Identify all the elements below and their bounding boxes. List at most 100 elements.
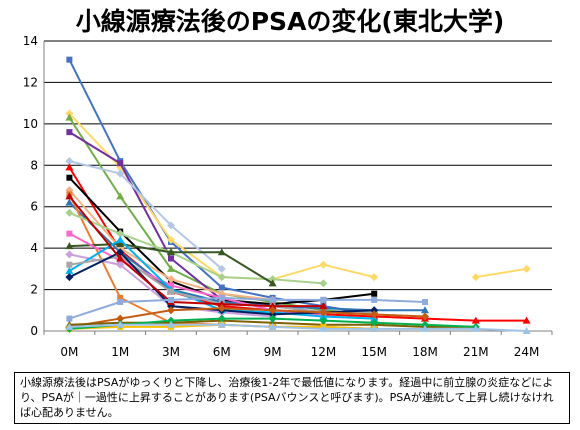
data-point (167, 248, 175, 256)
data-point (167, 275, 175, 284)
data-point (471, 316, 480, 324)
psa-line-chart: 0 2 4 6 8 10 12 14 0M 1M 3M 6M 9M 12M 15M 18M 21M 24M (23, 34, 553, 359)
data-point (371, 296, 378, 303)
data-point (268, 302, 277, 310)
data-point (65, 113, 74, 121)
data-point (167, 235, 175, 244)
data-point (217, 320, 226, 328)
data-point (319, 279, 328, 288)
y-tick-label: 10 (23, 117, 38, 131)
series-line (69, 160, 223, 270)
data-point (116, 314, 125, 323)
x-tick-label: 24M (514, 345, 540, 359)
data-point (167, 316, 175, 325)
y-tick-label: 8 (30, 158, 38, 172)
y-tick-label: 6 (30, 200, 38, 214)
data-point (422, 299, 428, 305)
series-12 (65, 240, 277, 287)
data-point (65, 208, 74, 217)
data-point (268, 279, 277, 287)
data-point (116, 169, 125, 178)
data-point (116, 240, 125, 247)
data-point (218, 284, 225, 291)
data-point (522, 316, 531, 324)
data-point (471, 273, 480, 282)
series-11 (65, 208, 328, 288)
y-tick-label: 0 (30, 324, 38, 338)
x-tick-label: 15M (361, 345, 387, 359)
data-point (117, 299, 124, 305)
y-tick-label: 14 (23, 34, 38, 48)
x-tick-label: 9M (264, 345, 282, 359)
data-point (66, 315, 73, 322)
data-point (319, 260, 328, 269)
data-point (116, 254, 125, 262)
data-point (370, 318, 379, 327)
data-point (471, 324, 480, 332)
data-point (65, 242, 74, 250)
data-point (268, 306, 277, 315)
data-point (117, 294, 124, 301)
data-point (217, 273, 226, 282)
data-point (319, 308, 328, 317)
data-point (319, 302, 328, 310)
data-point (116, 248, 125, 257)
x-tick-label: 6M (213, 345, 231, 359)
data-point (522, 264, 531, 273)
x-tick-label: 21M (463, 345, 489, 359)
y-tick-label: 4 (30, 241, 38, 255)
data-point (65, 273, 74, 282)
data-point (268, 314, 277, 323)
data-point (66, 56, 73, 63)
data-point (65, 250, 74, 259)
data-point (116, 229, 125, 238)
data-point (269, 296, 276, 303)
series-line (68, 131, 324, 314)
data-point (168, 282, 174, 289)
data-point (421, 312, 429, 321)
data-point (217, 264, 226, 273)
data-point (319, 324, 328, 332)
data-point (370, 306, 379, 315)
x-tick-label: 0M (60, 345, 78, 359)
series-line (69, 296, 426, 320)
data-point (168, 288, 174, 295)
data-point (217, 314, 226, 323)
data-point (167, 320, 175, 328)
series-24 (65, 320, 531, 334)
data-point (65, 322, 74, 330)
series-line (68, 195, 324, 308)
chart-caption: 小線源療法後はPSAがゆっくりと下降し、治療後1-2年で最低値になります。経過中… (14, 372, 570, 424)
x-tick-label: 18M (412, 345, 438, 359)
data-point (167, 264, 175, 272)
data-point (320, 296, 327, 303)
data-point (421, 324, 429, 332)
data-point (319, 316, 328, 325)
x-tick-label: 12M (311, 345, 337, 359)
data-point (522, 327, 531, 334)
data-point (370, 310, 379, 319)
series-line (69, 323, 527, 332)
data-point (167, 221, 175, 230)
data-point (117, 160, 124, 167)
x-tick-label: 1M (111, 345, 129, 359)
data-point (421, 306, 429, 314)
data-point (116, 235, 125, 243)
data-point (217, 300, 226, 308)
series-line (69, 307, 426, 328)
data-point (218, 294, 225, 301)
data-point (65, 157, 74, 166)
data-point (66, 261, 73, 268)
data-point (168, 255, 174, 262)
data-point (66, 174, 73, 181)
data-point (66, 129, 73, 136)
y-tick-label: 12 (23, 75, 38, 89)
data-point (116, 320, 125, 328)
data-point (421, 320, 429, 329)
data-point (65, 198, 74, 206)
series-line (475, 267, 527, 279)
data-point (116, 260, 125, 269)
data-point (65, 163, 74, 171)
data-point (65, 192, 74, 200)
data-point (217, 304, 226, 313)
